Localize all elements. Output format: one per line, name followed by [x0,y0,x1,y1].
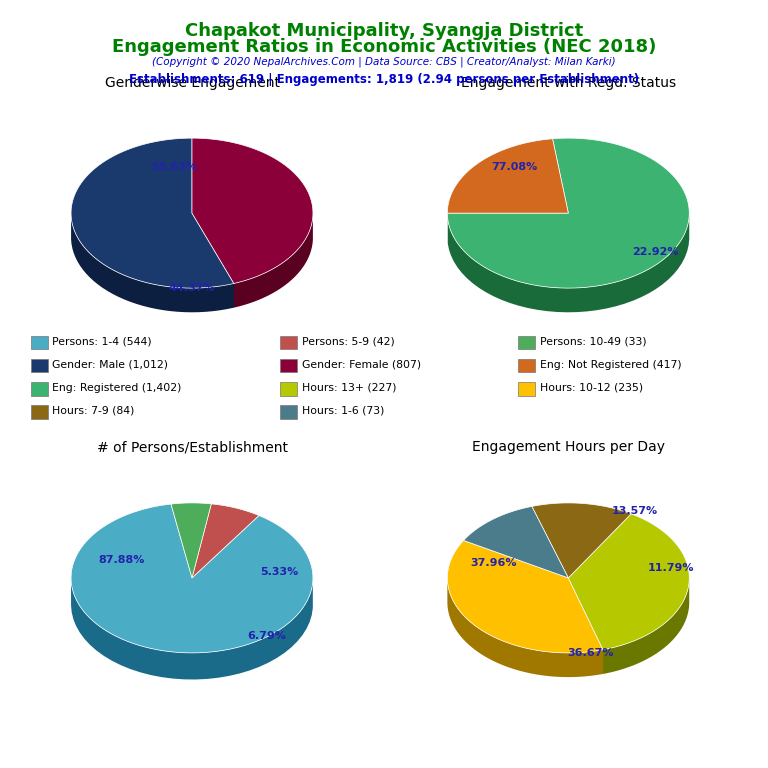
Text: 36.67%: 36.67% [567,648,614,658]
Polygon shape [192,214,234,308]
Text: Persons: 5-9 (42): Persons: 5-9 (42) [302,336,395,347]
Polygon shape [234,216,313,308]
Polygon shape [448,578,603,677]
Polygon shape [447,139,568,214]
Text: 37.96%: 37.96% [470,558,517,568]
Text: 44.37%: 44.37% [169,283,215,293]
Text: 13.57%: 13.57% [612,506,658,516]
Text: Chapakot Municipality, Syangja District: Chapakot Municipality, Syangja District [185,22,583,39]
Polygon shape [192,214,234,308]
Text: 6.79%: 6.79% [247,631,286,641]
Text: (Copyright © 2020 NepalArchives.Com | Data Source: CBS | Creator/Analyst: Milan : (Copyright © 2020 NepalArchives.Com | Da… [152,57,616,68]
Text: Hours: 7-9 (84): Hours: 7-9 (84) [52,406,134,416]
Title: Engagement with Regd. Status: Engagement with Regd. Status [461,75,676,90]
Polygon shape [71,504,313,653]
Polygon shape [71,138,234,288]
Polygon shape [71,215,234,313]
Text: Eng: Registered (1,402): Eng: Registered (1,402) [52,382,181,393]
Text: Gender: Female (807): Gender: Female (807) [302,359,421,370]
Text: Gender: Male (1,012): Gender: Male (1,012) [52,359,168,370]
Text: 5.33%: 5.33% [260,567,298,577]
Polygon shape [448,215,689,313]
Text: Hours: 13+ (227): Hours: 13+ (227) [302,382,396,393]
Text: Persons: 10-49 (33): Persons: 10-49 (33) [540,336,647,347]
Text: 87.88%: 87.88% [98,554,145,564]
Polygon shape [192,138,313,283]
Text: Engagement Ratios in Economic Activities (NEC 2018): Engagement Ratios in Economic Activities… [112,38,656,56]
Text: 77.08%: 77.08% [491,162,537,172]
Polygon shape [171,503,211,578]
Title: Engagement Hours per Day: Engagement Hours per Day [472,440,665,455]
Polygon shape [532,503,631,578]
Text: Establishments: 619 | Engagements: 1,819 (2.94 persons per Establishment): Establishments: 619 | Engagements: 1,819… [129,73,639,86]
Text: 55.63%: 55.63% [151,162,197,172]
Polygon shape [71,578,313,680]
Polygon shape [447,138,689,288]
Text: 22.92%: 22.92% [632,247,679,257]
Text: Hours: 10-12 (235): Hours: 10-12 (235) [540,382,643,393]
Polygon shape [448,541,603,653]
Polygon shape [192,504,259,578]
Text: 11.79%: 11.79% [648,563,694,573]
Polygon shape [568,514,689,650]
Polygon shape [568,578,603,674]
Text: Persons: 1-4 (544): Persons: 1-4 (544) [52,336,152,347]
Polygon shape [464,506,568,578]
Polygon shape [603,580,689,674]
Text: Hours: 1-6 (73): Hours: 1-6 (73) [302,406,384,416]
Polygon shape [568,578,603,674]
Title: # of Persons/Establishment: # of Persons/Establishment [97,440,287,455]
Text: Eng: Not Registered (417): Eng: Not Registered (417) [540,359,681,370]
Title: Genderwise Engagement: Genderwise Engagement [104,75,280,90]
